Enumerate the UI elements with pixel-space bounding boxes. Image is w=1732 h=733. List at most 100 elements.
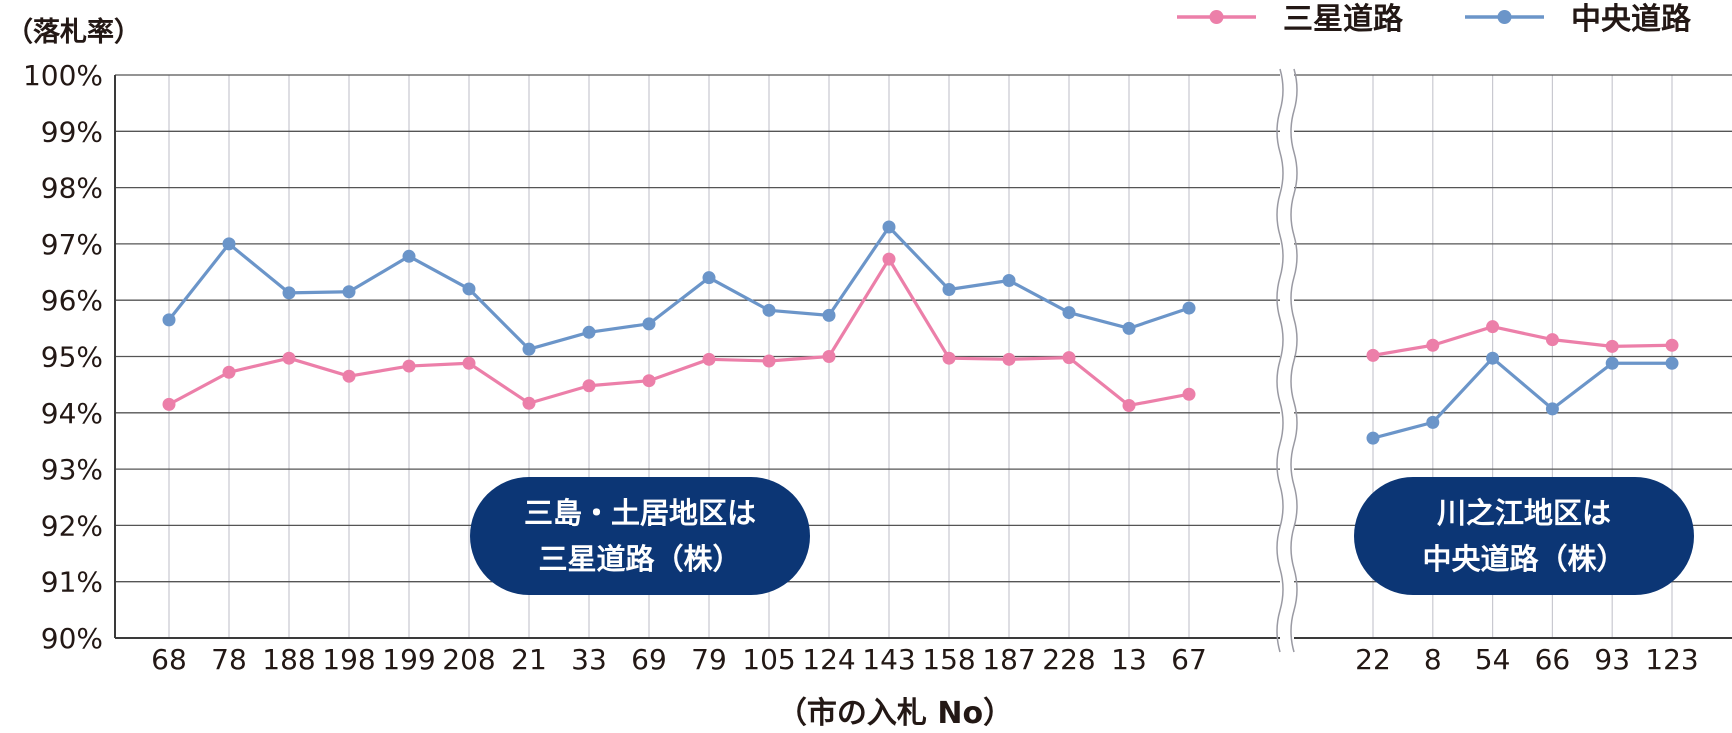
- series-line-chuo: [1372, 356, 1672, 440]
- callout-line-1: 川之江地区は: [1436, 496, 1611, 530]
- y-tick-label: 97%: [41, 228, 103, 261]
- data-point-sansei: [342, 369, 356, 383]
- x-tick-label: 124: [802, 643, 855, 676]
- data-point-chuo: [882, 220, 896, 234]
- x-axis-label: （市の入札 No）: [777, 696, 1013, 731]
- data-point-sansei: [1002, 352, 1016, 366]
- x-tick-label: 67: [1171, 643, 1207, 676]
- data-point-chuo: [1062, 306, 1076, 320]
- data-point-sansei: [1426, 338, 1440, 352]
- data-point-chuo: [1182, 301, 1196, 315]
- callout-line-2: 三星道路（株）: [538, 542, 742, 576]
- data-point-chuo: [1426, 415, 1440, 429]
- axis-break-left-edge: [1276, 68, 1284, 653]
- data-point-chuo: [1486, 351, 1500, 365]
- data-point-chuo: [1665, 356, 1679, 370]
- axis-labels: （落札率） （市の入札 No）: [6, 16, 1013, 731]
- x-tick-label: 69: [631, 643, 667, 676]
- data-point-chuo: [1002, 273, 1016, 287]
- data-point-chuo: [462, 282, 476, 296]
- data-point-chuo: [402, 249, 416, 263]
- data-point-sansei: [702, 352, 716, 366]
- data-point-sansei: [822, 350, 836, 363]
- data-point-sansei: [642, 374, 656, 388]
- legend-swatch-marker: [1497, 10, 1512, 24]
- axes: 90% 91% 92% 93% 94% 95% 96% 97% 98% 99% 100% 68 78 18…: [23, 59, 1699, 676]
- data-point-chuo: [702, 271, 716, 285]
- x-tick-label: 66: [1535, 643, 1571, 676]
- data-point-sansei: [942, 351, 956, 365]
- y-tick-label: 91%: [41, 566, 103, 599]
- x-tick-label: 93: [1594, 643, 1630, 676]
- data-point-sansei: [882, 252, 896, 266]
- data-point-sansei: [282, 351, 296, 365]
- y-tick-label: 90%: [41, 622, 103, 655]
- data-point-sansei: [522, 396, 536, 410]
- data-point-chuo: [1545, 402, 1559, 416]
- x-tick-label: 208: [442, 643, 495, 676]
- x-tick-label: 68: [151, 643, 187, 676]
- legend-label: 三星道路: [1283, 2, 1404, 37]
- x-tick-label: 199: [382, 643, 435, 676]
- data-point-chuo: [282, 286, 296, 300]
- x-tick-label: 33: [571, 643, 607, 676]
- y-tick-label: 99%: [41, 115, 103, 148]
- y-tick-label: 92%: [41, 509, 103, 542]
- y-tick-label: 95%: [41, 341, 103, 374]
- data-point-chuo: [1122, 321, 1136, 335]
- data-point-sansei: [162, 397, 176, 411]
- data-point-chuo: [1366, 431, 1380, 445]
- x-tick-label: 22: [1355, 643, 1391, 676]
- y-tick-label: 93%: [41, 453, 103, 486]
- y-unit-label: （落札率）: [6, 16, 141, 48]
- x-tick-label: 79: [691, 643, 727, 676]
- x-tick-label: 228: [1042, 643, 1095, 676]
- y-tick-label: 96%: [41, 284, 103, 317]
- x-tick-label: 188: [262, 643, 315, 676]
- y-tick-label: 98%: [41, 172, 103, 205]
- x-tick-label: 54: [1475, 643, 1511, 676]
- data-point-chuo: [162, 313, 176, 327]
- series-line-chuo: [167, 225, 1190, 351]
- x-tick-label: 21: [511, 643, 547, 676]
- data-point-sansei: [1122, 398, 1136, 412]
- callout-mishima-doi: 三島・土居地区は 三星道路（株）: [470, 477, 810, 595]
- legend-label: 中央道路: [1571, 2, 1692, 37]
- callout-line-2: 中央道路（株）: [1422, 542, 1626, 576]
- legend: 三星道路 中央道路: [1177, 2, 1692, 37]
- axis-break-gap: [1280, 69, 1294, 652]
- legend-swatch-marker: [1209, 10, 1224, 24]
- data-point-sansei: [402, 359, 416, 373]
- data-point-sansei: [1545, 333, 1559, 347]
- data-point-chuo: [582, 325, 596, 339]
- data-point-sansei: [1366, 348, 1380, 362]
- x-tick-label: 13: [1111, 643, 1147, 676]
- x-tick-label: 8: [1424, 643, 1442, 676]
- callout-kawanoe: 川之江地区は 中央道路（株）: [1354, 477, 1694, 595]
- data-point-sansei: [1486, 320, 1500, 334]
- data-point-sansei: [762, 354, 776, 368]
- data-point-sansei: [462, 356, 476, 370]
- data-point-sansei: [582, 379, 596, 393]
- data-point-chuo: [642, 317, 656, 331]
- data-point-chuo: [522, 342, 536, 356]
- data-point-chuo: [1605, 356, 1619, 370]
- data-point-chuo: [762, 303, 776, 317]
- data-point-chuo: [342, 285, 356, 299]
- x-tick-label: 198: [322, 643, 375, 676]
- axis-break-right-edge: [1290, 68, 1298, 653]
- x-tick-label: 143: [862, 643, 915, 676]
- x-tick-label: 105: [742, 643, 795, 676]
- data-point-sansei: [1182, 387, 1196, 401]
- y-tick-label: 94%: [41, 397, 103, 430]
- series: [162, 220, 1679, 445]
- data-point-sansei: [1605, 339, 1619, 353]
- data-point-chuo: [222, 237, 236, 251]
- x-tick-label: 123: [1645, 643, 1698, 676]
- x-tick-label: 158: [922, 643, 975, 676]
- data-point-sansei: [222, 365, 236, 379]
- y-tick-label: 100%: [23, 59, 103, 92]
- data-point-chuo: [942, 283, 956, 297]
- x-tick-label: 78: [211, 643, 247, 676]
